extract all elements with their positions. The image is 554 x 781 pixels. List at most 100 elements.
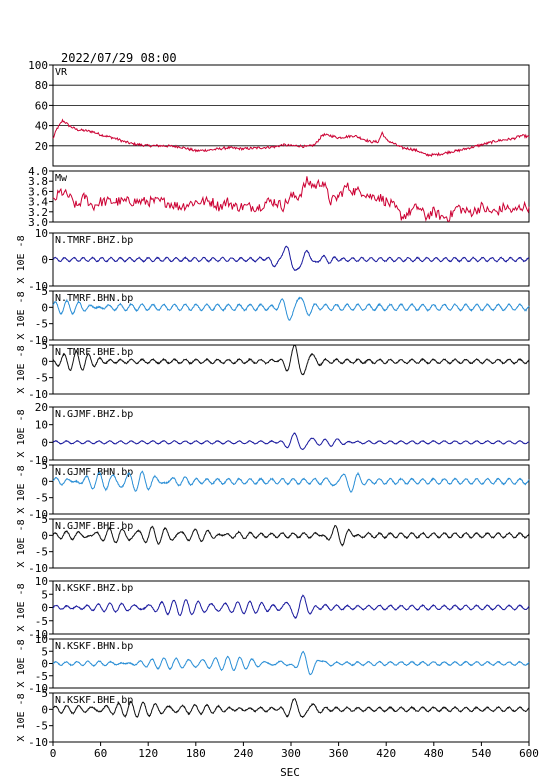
x-tick-label: 360	[329, 747, 349, 760]
x-tick-label: 540	[471, 747, 491, 760]
x-axis-label: SEC	[280, 766, 300, 779]
panel-label: N.KSKF.BHZ.bp	[55, 583, 133, 594]
y-tick-label: 0	[41, 703, 48, 716]
panel-tmrf-bhn: -10 -5 0 5 N.TMRF.BHN.bp X 10E -8	[16, 285, 530, 347]
x-tick-label: 240	[233, 747, 253, 760]
y-tick-label: 10	[35, 227, 48, 240]
y-tick-label: 0	[41, 602, 48, 615]
y-tick-label: 0	[41, 301, 48, 314]
y-tick-label: -10	[28, 562, 48, 575]
y-tick-label: -10	[28, 388, 48, 401]
y-tick-label: 10	[35, 633, 48, 646]
x-tick-label: 420	[376, 747, 396, 760]
panel-label: N.TMRF.BHZ.bp	[55, 235, 133, 246]
panel-frame	[52, 344, 530, 395]
y-tick-label: -10	[28, 508, 48, 521]
panel-kskf-bhe: -10 -5 0 5 N.KSKF.BHE.bp X 10E -8	[16, 687, 530, 749]
y-tick-label: 3.0	[28, 216, 48, 229]
y-tick-label: 5	[41, 339, 48, 352]
panel-frame	[52, 464, 530, 515]
y-tick-label: -10	[28, 280, 48, 293]
y-tick-label: 0	[41, 658, 48, 671]
y-tick-label: -10	[28, 736, 48, 749]
y-tick-label: 5	[41, 513, 48, 526]
y-tick-label: 60	[35, 99, 48, 112]
y-axis-label: X 10E -8	[16, 465, 27, 513]
y-tick-label: -5	[35, 318, 48, 331]
y-tick-label: -10	[28, 454, 48, 467]
panel-label: N.GJMF.BHZ.bp	[55, 409, 133, 420]
panel-tmrf-bhe: -10 -5 0 5 N.TMRF.BHE.bp X 10E -8	[16, 339, 530, 401]
y-axis-label: X 10E -8	[16, 235, 27, 283]
panel-label: N.GJMF.BHN.bp	[55, 467, 133, 478]
y-axis-label: X 10E -8	[16, 291, 27, 339]
y-tick-label: -5	[35, 615, 48, 628]
y-tick-label: 0	[41, 254, 48, 267]
panel-label: N.TMRF.BHE.bp	[55, 347, 133, 358]
y-tick-label: 5	[41, 285, 48, 298]
y-tick-label: 4.0	[28, 165, 48, 178]
series-line-gjmf-bhn	[52, 470, 530, 493]
series-line-kskf-bhz	[52, 594, 530, 619]
y-tick-label: -10	[28, 682, 48, 695]
header-datetime: 2022/07/29 08:00	[61, 51, 177, 65]
panel-frame	[52, 64, 530, 167]
y-tick-label: 20	[35, 401, 48, 414]
y-tick-label: -5	[35, 670, 48, 683]
series-line-tmrf-bhn	[52, 296, 530, 321]
y-tick-label: 0	[41, 475, 48, 488]
panel-label: N.TMRF.BHN.bp	[55, 293, 133, 304]
x-axis: 0 60 120 180 240 300 360 420 480 540 600	[50, 742, 539, 760]
panel-tmrf-bhz: -10 0 10 N.TMRF.BHZ.bp X 10E -8	[16, 227, 530, 293]
y-tick-label: 5	[41, 459, 48, 472]
y-tick-label: -5	[35, 372, 48, 385]
panels: 20406080100VR3.03.23.43.63.84.0Mw-10010N…	[16, 59, 530, 749]
panel-frame	[52, 170, 530, 223]
panel-gjmf-bhe: -10 -5 0 5 N.GJMF.BHE.bp X 10E -8	[16, 513, 530, 575]
y-tick-label: 10	[35, 419, 48, 432]
series-line-kskf-bhn	[52, 650, 530, 676]
x-tick-label: 120	[138, 747, 158, 760]
panel-label: N.KSKF.BHE.bp	[55, 695, 133, 706]
panel-label: N.KSKF.BHN.bp	[55, 641, 133, 652]
panel-label: VR	[55, 67, 68, 78]
panel-label: N.GJMF.BHE.bp	[55, 521, 133, 532]
panel-frame	[52, 406, 530, 461]
y-axis-label: X 10E -8	[16, 583, 27, 631]
series-line-vr	[52, 118, 530, 158]
panel-frame	[52, 518, 530, 569]
y-tick-label: -10	[28, 628, 48, 641]
x-tick-label: 600	[519, 747, 539, 760]
panel-frame	[52, 290, 530, 341]
y-tick-label: 20	[35, 140, 48, 153]
x-tick-label: 60	[94, 747, 107, 760]
y-tick-label: 10	[35, 575, 48, 588]
y-axis-label: X 10E -8	[16, 639, 27, 687]
y-tick-label: -5	[35, 546, 48, 559]
series-line-tmrf-bhe	[52, 344, 530, 376]
y-tick-label: 0	[41, 355, 48, 368]
series-line-tmrf-bhz	[52, 245, 530, 272]
y-axis-label: X 10E -8	[16, 519, 27, 567]
y-tick-label: 0	[41, 436, 48, 449]
panel-gjmf-bhz: -10 0 10 20 N.GJMF.BHZ.bp X 10E -8	[16, 401, 530, 467]
y-tick-label: 3.2	[28, 206, 48, 219]
panel-mw: 3.03.23.43.63.84.0 Mw	[28, 165, 530, 229]
y-tick-label: 3.4	[28, 196, 48, 209]
y-axis-label: X 10E -8	[16, 693, 27, 741]
y-tick-label: 100	[28, 59, 48, 72]
panel-label: Mw	[55, 173, 68, 184]
y-tick-label: 80	[35, 79, 48, 92]
x-tick-label: 480	[424, 747, 444, 760]
y-tick-label: 0	[41, 529, 48, 542]
y-axis-label: X 10E -8	[16, 345, 27, 393]
x-tick-label: 180	[186, 747, 206, 760]
y-tick-label: -10	[28, 334, 48, 347]
series-line-kskf-bhe	[52, 698, 530, 719]
y-tick-label: 3.8	[28, 175, 48, 188]
panel-vr: 20 40 60 80 100 VR	[28, 59, 530, 167]
y-tick-label: 5	[41, 588, 48, 601]
